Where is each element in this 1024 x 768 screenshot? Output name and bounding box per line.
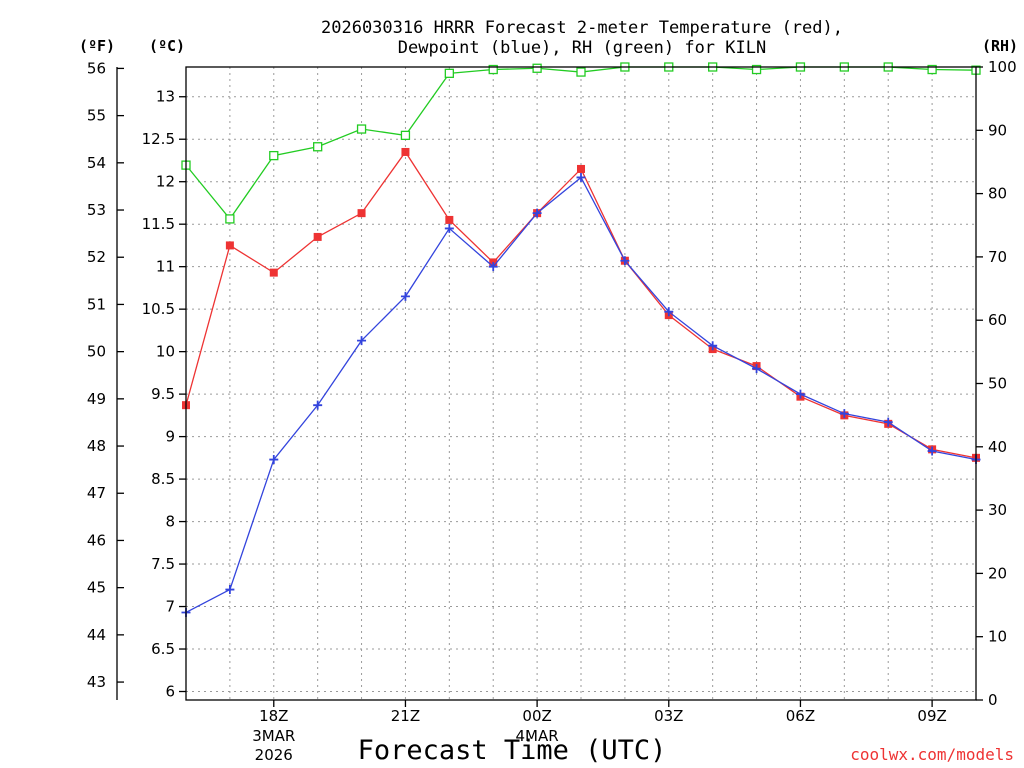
x-tick-label: 21Z <box>391 707 420 725</box>
rh-tick-label: 30 <box>988 501 1007 519</box>
fahrenheit-tick-label: 54 <box>87 154 106 172</box>
dewpoint-point <box>708 341 718 351</box>
rh-line <box>185 66 977 220</box>
fahrenheit-tick-label: 47 <box>87 484 106 502</box>
temperature-point <box>225 241 234 250</box>
fahrenheit-axis-label: (ºF) <box>79 37 115 55</box>
chart-title-line1: 2026030316 HRRR Forecast 2-meter Tempera… <box>321 18 843 38</box>
rh-axis-label: (RH) <box>982 37 1018 55</box>
x-tick-label: 09Z <box>917 707 946 725</box>
rh-tick-label: 0 <box>988 691 998 709</box>
dewpoint-point <box>927 446 937 456</box>
dewpoint-point <box>532 208 542 218</box>
fahrenheit-tick-label: 53 <box>87 201 106 219</box>
temperature-point <box>401 147 410 156</box>
x-tick-date: 4MAR <box>516 727 559 745</box>
x-tick-label: 06Z <box>786 707 815 725</box>
rh-tick-label: 10 <box>988 628 1007 646</box>
fahrenheit-tick-label: 52 <box>87 248 106 266</box>
celsius-axis-label: (ºC) <box>149 37 185 55</box>
rh-tick-label: 20 <box>988 564 1007 582</box>
fahrenheit-tick-label: 48 <box>87 437 106 455</box>
dewpoint-point <box>488 262 498 272</box>
rh-tick-label: 60 <box>988 311 1007 329</box>
temperature-point <box>357 209 366 218</box>
axis-layer: 6 6.5 7 7.5 8 8.5 9 9.5 10 10.5 11 11.5 12 12.5 13 43 44… <box>87 58 1017 764</box>
fahrenheit-tick-label: 55 <box>87 107 106 125</box>
dewpoint-point <box>839 409 849 419</box>
x-tick-year: 2026 <box>255 746 293 764</box>
rh-point <box>225 214 235 224</box>
dewpoint-point <box>664 307 674 317</box>
rh-tick-label: 40 <box>988 438 1007 456</box>
dewpoint-point <box>313 400 323 410</box>
temperature-point <box>577 164 585 173</box>
dewpoint-point <box>225 585 235 595</box>
rh-point <box>488 64 498 75</box>
rh-tick-label: 50 <box>988 375 1007 393</box>
dewpoint-point <box>620 256 630 266</box>
celsius-tick-label: 9.5 <box>151 385 175 403</box>
celsius-tick-label: 11.5 <box>142 215 175 233</box>
x-tick-label: 18Z <box>259 707 288 725</box>
fahrenheit-tick-label: 51 <box>87 295 106 313</box>
temperature-point <box>313 232 322 241</box>
fahrenheit-tick-label: 56 <box>87 59 106 77</box>
x-tick-label: 03Z <box>654 707 683 725</box>
celsius-tick-label: 13 <box>156 88 175 106</box>
rh-point <box>269 150 279 161</box>
dewpoint-point <box>795 389 805 399</box>
x-tick-label: 00Z <box>522 707 551 725</box>
dewpoint-point <box>269 455 279 465</box>
rh-point <box>927 64 937 75</box>
dewpoint-point <box>576 172 586 182</box>
fahrenheit-tick-label: 45 <box>87 579 106 597</box>
chart-title-line2: Dewpoint (blue), RH (green) for KILN <box>398 38 766 58</box>
celsius-tick-label: 6.5 <box>151 640 175 658</box>
plot-frame <box>185 66 977 701</box>
fahrenheit-tick-label: 46 <box>87 531 106 549</box>
temperature-point <box>269 268 278 277</box>
dewpoint-point <box>883 417 893 427</box>
rh-point <box>356 124 367 134</box>
temperature-line <box>185 150 977 459</box>
fahrenheit-tick-label: 49 <box>87 390 106 408</box>
rh-point <box>444 68 454 78</box>
x-tick-date: 3MAR <box>252 727 295 745</box>
celsius-tick-label: 10.5 <box>142 300 175 318</box>
dewpoint-point <box>400 291 410 301</box>
x-axis-title: Forecast Time (UTC) <box>358 735 667 766</box>
celsius-tick-label: 12.5 <box>142 130 175 148</box>
celsius-tick-label: 9 <box>165 428 175 446</box>
rh-point <box>313 142 323 152</box>
celsius-tick-label: 7 <box>165 598 175 616</box>
temperature-point <box>445 215 454 224</box>
rh-point <box>576 67 586 77</box>
rh-point <box>532 63 542 73</box>
celsius-tick-label: 6 <box>165 683 175 701</box>
celsius-tick-label: 10 <box>156 343 175 361</box>
fahrenheit-tick-label: 43 <box>87 673 106 691</box>
dewpoint-point <box>752 364 762 374</box>
rh-tick-label: 80 <box>988 185 1007 203</box>
credit-text: coolwx.com/models <box>850 745 1014 764</box>
rh-tick-label: 100 <box>988 58 1017 76</box>
fahrenheit-tick-label: 44 <box>87 626 106 644</box>
grid-layer <box>186 67 976 700</box>
fahrenheit-tick-label: 50 <box>87 343 106 361</box>
celsius-tick-label: 7.5 <box>151 555 175 573</box>
dewpoint-point <box>444 223 454 233</box>
celsius-tick-label: 8 <box>165 513 175 531</box>
celsius-tick-label: 11 <box>156 258 175 276</box>
rh-point <box>751 64 762 75</box>
rh-tick-label: 70 <box>988 248 1007 266</box>
rh-tick-label: 90 <box>988 121 1007 139</box>
dewpoint-point <box>357 336 367 346</box>
rh-point <box>400 130 411 141</box>
celsius-tick-label: 8.5 <box>151 470 175 488</box>
celsius-tick-label: 12 <box>156 173 175 191</box>
